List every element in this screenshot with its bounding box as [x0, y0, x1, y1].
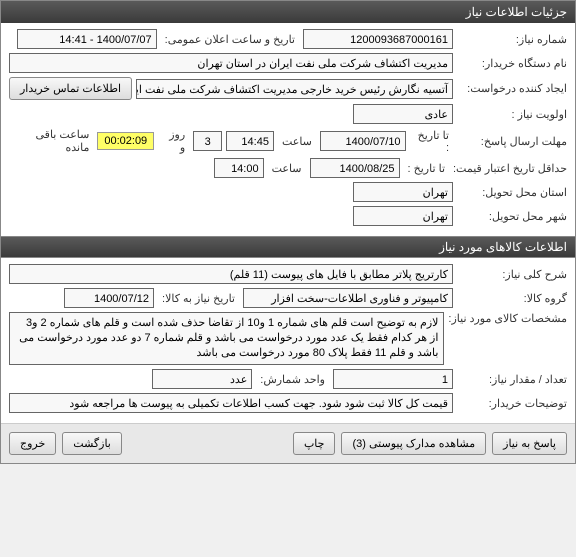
creator-field: آتسیه نگارش رئیس خرید خارجی مدیریت اکتشا… — [136, 79, 453, 99]
desc-label: شرح کلی نیاز: — [457, 268, 567, 281]
min-valid-label: حداقل تاریخ اعتبار قیمت: — [453, 162, 567, 175]
creator-label: ایجاد کننده درخواست: — [457, 82, 567, 95]
to-date-label-2: تا تاریخ : — [404, 162, 449, 175]
announce-field: 1400/07/07 - 14:41 — [17, 29, 157, 49]
days-field: 3 — [193, 131, 222, 151]
deliver-city-label: شهر محل تحویل: — [457, 210, 567, 223]
need-to-date-label: تاریخ نیاز به کالا: — [158, 292, 239, 305]
buyer-note-label: توضیحات خریدار: — [457, 397, 567, 410]
goods-section: شرح کلی نیاز: کارتریج پلاتر مطابق با فای… — [1, 258, 575, 423]
deliver-prov-field: تهران — [353, 182, 453, 202]
time-label-1: ساعت — [278, 135, 316, 148]
goods-section-header: اطلاعات کالاهای مورد نیاز — [1, 236, 575, 258]
button-bar: پاسخ به نیاز مشاهده مدارک پیوستی (3) چاپ… — [1, 423, 575, 463]
priority-field: عادی — [353, 104, 453, 124]
deadline-label: مهلت ارسال پاسخ: — [457, 135, 567, 148]
unit-label: واحد شمارش: — [256, 373, 329, 386]
need-to-date-field: 1400/07/12 — [64, 288, 154, 308]
exit-button[interactable]: خروج — [9, 432, 56, 455]
need-number-field: 1200093687000161 — [303, 29, 453, 49]
view-attachments-button[interactable]: مشاهده مدارک پیوستی (3) — [341, 432, 486, 455]
org-field: مدیریت اکتشاف شرکت ملی نفت ایران در استا… — [9, 53, 453, 73]
back-button[interactable]: بازگشت — [62, 432, 122, 455]
qty-field: 1 — [333, 369, 453, 389]
min-valid-date-field: 1400/08/25 — [310, 158, 400, 178]
reply-button[interactable]: پاسخ به نیاز — [492, 432, 567, 455]
group-label: گروه کالا: — [457, 292, 567, 305]
spec-field: لازم به توضیح است قلم های شماره 1 و10 از… — [9, 312, 444, 365]
countdown-timer: 00:02:09 — [97, 132, 154, 150]
org-label: نام دستگاه خریدار: — [457, 57, 567, 70]
print-button[interactable]: چاپ — [293, 432, 336, 455]
remain-label: ساعت باقی مانده — [9, 128, 93, 154]
announce-label: تاریخ و ساعت اعلان عمومی: — [161, 33, 299, 46]
window-title: جزئیات اطلاعات نیاز — [1, 1, 575, 23]
deliver-prov-label: استان محل تحویل: — [457, 186, 567, 199]
buyer-note-field: قیمت کل کالا ثبت شود شود. جهت کسب اطلاعا… — [9, 393, 453, 413]
group-field: کامپیوتر و فناوری اطلاعات-سخت افزار — [243, 288, 453, 308]
spec-label: مشخصات کالای مورد نیاز: — [448, 312, 567, 325]
deadline-time-field: 14:45 — [226, 131, 274, 151]
contact-buyer-button[interactable]: اطلاعات تماس خریدار — [9, 77, 132, 100]
qty-label: تعداد / مقدار نیاز: — [457, 373, 567, 386]
deliver-city-field: تهران — [353, 206, 453, 226]
deadline-date-field: 1400/07/10 — [320, 131, 406, 151]
time-label-2: ساعت — [268, 162, 306, 175]
general-info-section: شماره نیاز: 1200093687000161 تاریخ و ساع… — [1, 23, 575, 236]
days-label: روز و — [158, 128, 189, 154]
to-date-label: تا تاریخ : — [410, 129, 453, 154]
desc-field: کارتریج پلاتر مطابق با فایل های پیوست (1… — [9, 264, 453, 284]
min-valid-time-field: 14:00 — [214, 158, 264, 178]
unit-field: عدد — [152, 369, 252, 389]
priority-label: اولویت نیاز : — [457, 108, 567, 121]
need-number-label: شماره نیاز: — [457, 33, 567, 46]
window: جزئیات اطلاعات نیاز شماره نیاز: 12000936… — [0, 0, 576, 464]
